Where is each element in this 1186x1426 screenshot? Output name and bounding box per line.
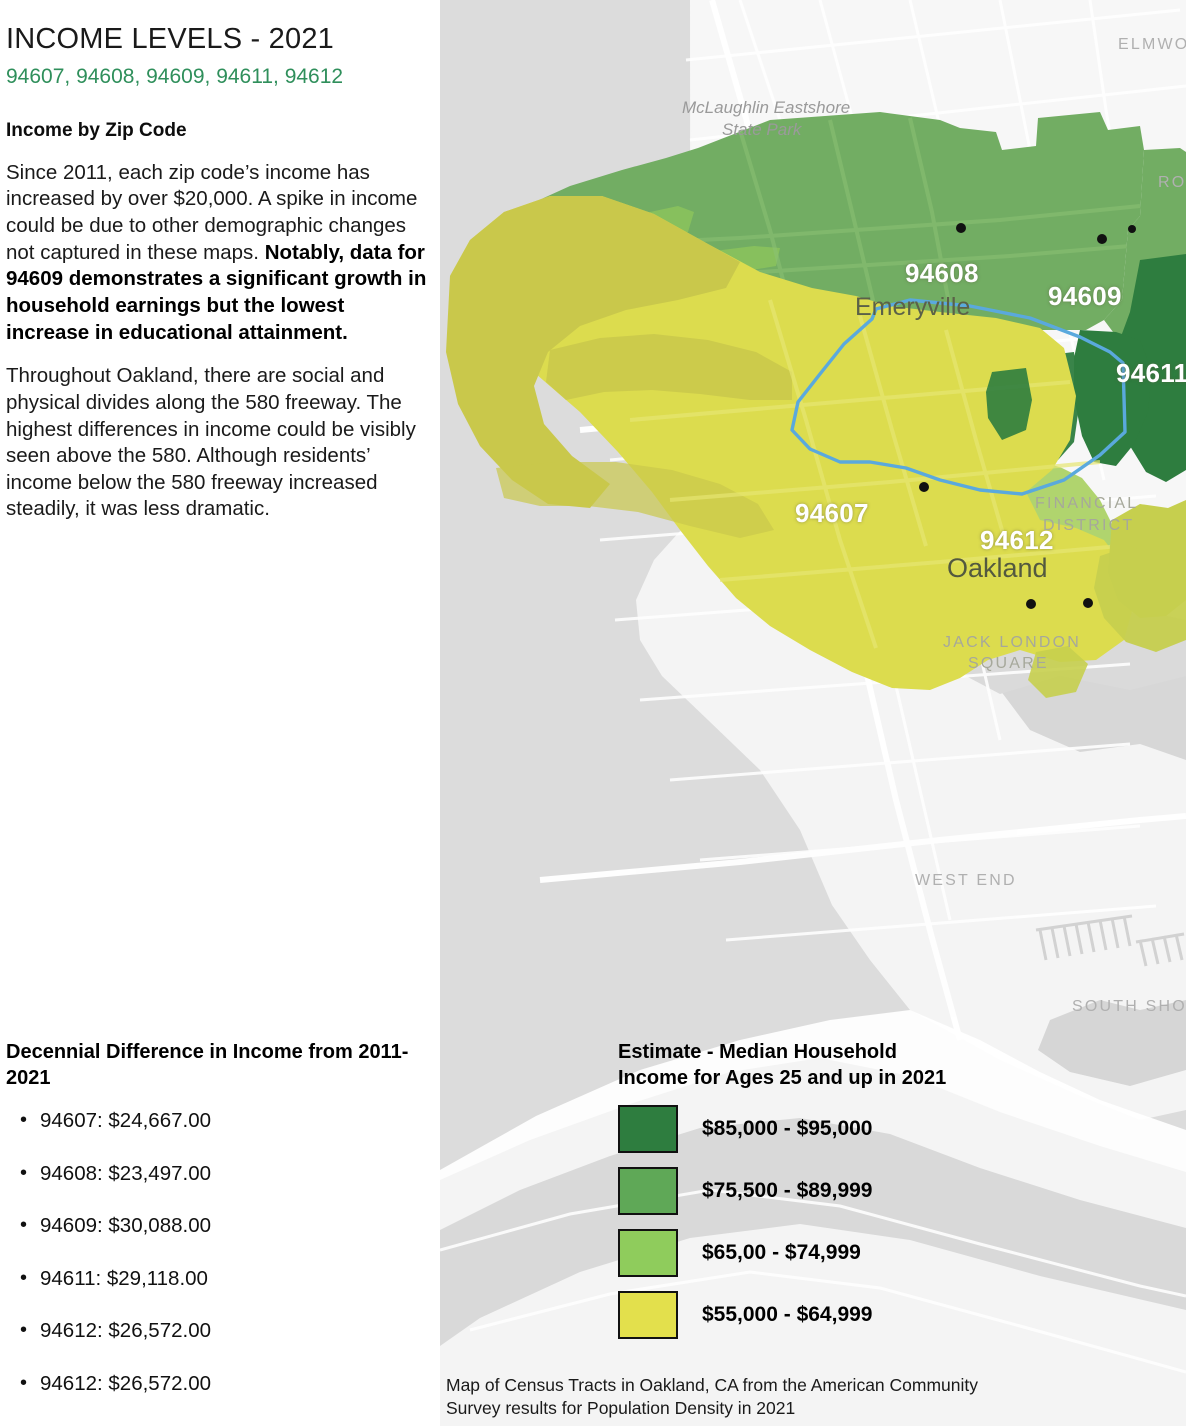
legend-row[interactable]: $55,000 - $64,999 bbox=[618, 1291, 1178, 1340]
map-canvas[interactable] bbox=[440, 0, 1186, 1426]
legend-swatch-icon bbox=[618, 1105, 678, 1154]
map-panel[interactable]: 94608 94609 94611 94607 94612 McLaughlin… bbox=[440, 0, 1186, 1426]
paragraph-one-emphasis: Notably, data for 94609 demonstrates a s… bbox=[6, 240, 427, 344]
legend-row[interactable]: $65,00 - $74,999 bbox=[618, 1229, 1178, 1278]
list-item: 94611: $29,118.00 bbox=[6, 1267, 430, 1291]
sidebar: INCOME LEVELS - 2021 94607, 94608, 94609… bbox=[0, 0, 440, 1426]
legend-title-line2: Income for Ages 25 and up in 2021 bbox=[618, 1066, 947, 1089]
income-difference-list: 94607: $24,667.00 94608: $23,497.00 9460… bbox=[6, 1109, 430, 1425]
list-heading: Decennial Difference in Income from 2011… bbox=[6, 1041, 409, 1089]
legend-label: $75,500 - $89,999 bbox=[702, 1179, 873, 1203]
legend-swatch-icon bbox=[618, 1291, 678, 1340]
legend-title-line1: Estimate - Median Household bbox=[618, 1041, 897, 1063]
legend-swatch-icon bbox=[618, 1229, 678, 1278]
list-item: 94607: $24,667.00 bbox=[6, 1109, 430, 1133]
legend-row[interactable]: $75,500 - $89,999 bbox=[618, 1167, 1178, 1216]
legend-swatch-icon bbox=[618, 1167, 678, 1216]
legend-row[interactable]: $85,000 - $95,000 bbox=[618, 1105, 1178, 1154]
list-item: 94612: $26,572.00 bbox=[6, 1372, 430, 1396]
page-subtitle: 94607, 94608, 94609, 94611, 94612 bbox=[6, 64, 344, 88]
legend-label: $85,000 - $95,000 bbox=[702, 1117, 873, 1141]
section-heading: Income by Zip Code bbox=[6, 120, 187, 142]
legend-label: $55,000 - $64,999 bbox=[702, 1303, 873, 1327]
paragraph-one: Since 2011, each zip code’s income has i… bbox=[6, 160, 428, 346]
legend-footnote: Map of Census Tracts in Oakland, CA from… bbox=[446, 1375, 979, 1419]
paragraph-two: Throughout Oakland, there are social and… bbox=[6, 364, 416, 521]
legend-title: Estimate - Median Household Income for A… bbox=[618, 1040, 1178, 1091]
list-item: 94608: $23,497.00 bbox=[6, 1162, 430, 1186]
list-item: 94612: $26,572.00 bbox=[6, 1319, 430, 1343]
paragraph-one-normal: Since 2011, each zip code’s income has i… bbox=[6, 160, 418, 264]
map-legend: Estimate - Median Household Income for A… bbox=[618, 1040, 1178, 1340]
page-title: INCOME LEVELS - 2021 bbox=[6, 23, 334, 55]
legend-label: $65,00 - $74,999 bbox=[702, 1241, 861, 1265]
list-item: 94609: $30,088.00 bbox=[6, 1214, 430, 1238]
